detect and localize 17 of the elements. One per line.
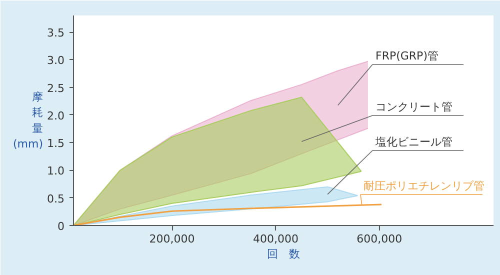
x-tick-label: 400,000 [252,232,298,246]
annotation: 耐圧ポリエチレンリブ管 [364,180,484,192]
y-tick-label: 0 [58,220,64,233]
y-tick-label: 1.0 [47,164,65,178]
y-axis-title: 摩耗量(mm) [12,90,44,150]
y-tick-label: 2.0 [47,109,65,122]
y-tick-label: 0.5 [47,192,65,206]
annotation: FRP(GRP)管 [376,50,438,62]
y-tick-label: 1.5 [47,137,65,150]
y-tick-label: 3.5 [47,26,65,40]
x-axis-title: 回 数 [267,248,300,260]
annotation: 塩化ビニール管 [374,136,452,148]
annotation: コンクリート管 [376,100,452,114]
y-tick-label: 2.5 [47,82,65,95]
x-tick-label: 600,000 [356,232,402,246]
x-tick-label: 200,000 [149,232,195,246]
y-tick-label: 3.0 [47,54,65,68]
